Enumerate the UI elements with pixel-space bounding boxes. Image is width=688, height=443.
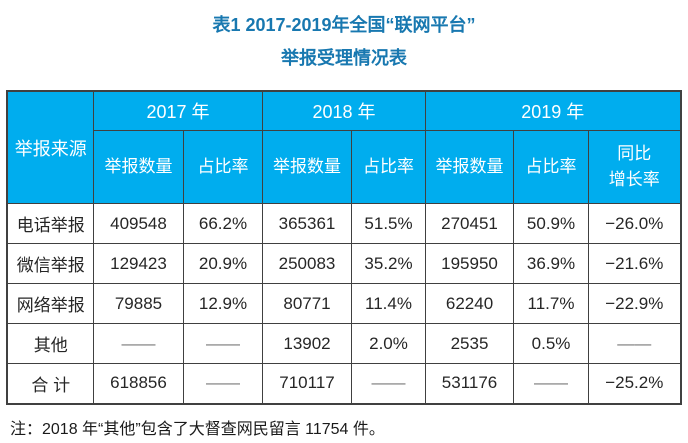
row-header-total: 合 计	[6, 363, 94, 404]
data-cell: 2.0%	[350, 323, 427, 364]
data-cell: −26.0%	[588, 203, 682, 244]
data-cell: 36.9%	[513, 243, 590, 284]
table-title-line1: 表1 2017-2019年全国“联网平台”	[212, 15, 476, 35]
data-cell: 66.2%	[182, 203, 264, 244]
year-header-row: 举报来源 2017 年 2018 年 2019 年	[6, 90, 682, 204]
row-header-web: 网络举报	[6, 283, 94, 324]
data-cell: 270451	[425, 203, 515, 244]
table-title-line2: 举报受理情况表	[281, 48, 407, 68]
data-cell: 11.7%	[513, 283, 590, 324]
data-cell: ——	[350, 363, 427, 404]
data-cell: 618856	[92, 363, 184, 404]
report-table: 举报来源 2017 年 2018 年 2019 年 举报数量 占比率 举报数量 …	[6, 90, 682, 405]
corner-header-cell: 举报来源	[6, 90, 94, 204]
data-cell: 11.4%	[350, 283, 427, 324]
data-cell: ——	[182, 363, 264, 404]
column-header-2017-count: 举报数量	[92, 130, 184, 204]
row-header-other: 其他	[6, 323, 94, 364]
year-header-2019: 2019 年	[425, 90, 682, 131]
table-title: 表1 2017-2019年全国“联网平台” 举报受理情况表	[0, 0, 688, 75]
data-cell: 79885	[92, 283, 184, 324]
year-header-2018: 2018 年	[261, 90, 427, 131]
data-cell: 50.9%	[513, 203, 590, 244]
data-cell: 710117	[262, 363, 352, 404]
table-row: 微信举报 129423 20.9% 250083 35.2% 195950 36…	[6, 243, 682, 284]
data-cell: 80771	[262, 283, 352, 324]
column-header-2018-count: 举报数量	[262, 130, 352, 204]
data-cell: 13902	[262, 323, 352, 364]
data-cell: 0.5%	[513, 323, 590, 364]
row-header-wechat: 微信举报	[6, 243, 94, 284]
data-cell: 365361	[262, 203, 352, 244]
data-cell: 250083	[262, 243, 352, 284]
table-row: 电话举报 409548 66.2% 365361 51.5% 270451 50…	[6, 203, 682, 244]
data-cell: ——	[513, 363, 590, 404]
table-row: 网络举报 79885 12.9% 80771 11.4% 62240 11.7%…	[6, 283, 682, 324]
data-cell: 2535	[425, 323, 515, 364]
table-note: 注：2018 年“其他”包含了大督查网民留言 11754 件。	[10, 420, 385, 438]
data-cell: 35.2%	[350, 243, 427, 284]
data-cell: −25.2%	[588, 363, 682, 404]
data-cell: −22.9%	[588, 283, 682, 324]
year-header-2017: 2017 年	[92, 90, 264, 131]
column-header-2018-share: 占比率	[350, 130, 427, 204]
data-cell: ——	[182, 323, 264, 364]
data-cell: 129423	[92, 243, 184, 284]
column-header-2017-share: 占比率	[182, 130, 264, 204]
data-cell: 12.9%	[182, 283, 264, 324]
data-cell: 51.5%	[350, 203, 427, 244]
column-header-row: 举报数量 占比率 举报数量 占比率 举报数量 占比率 同比 增长率	[7, 130, 682, 204]
data-cell: 62240	[425, 283, 515, 324]
data-cell: 409548	[92, 203, 184, 244]
column-header-2019-yoy: 同比 增长率	[588, 130, 682, 204]
table-row-total: 合 计 618856 —— 710117 —— 531176 —— −25.2%	[6, 363, 682, 404]
table-row: 其他 —— —— 13902 2.0% 2535 0.5% ——	[6, 323, 682, 364]
data-cell: −21.6%	[588, 243, 682, 284]
data-cell: 20.9%	[182, 243, 264, 284]
column-header-2019-count: 举报数量	[425, 130, 515, 204]
data-cell: 531176	[425, 363, 515, 404]
data-cell: ——	[92, 323, 184, 364]
column-header-2019-share: 占比率	[513, 130, 590, 204]
data-cell: 195950	[425, 243, 515, 284]
data-cell: ——	[588, 323, 682, 364]
row-header-phone: 电话举报	[6, 203, 94, 244]
